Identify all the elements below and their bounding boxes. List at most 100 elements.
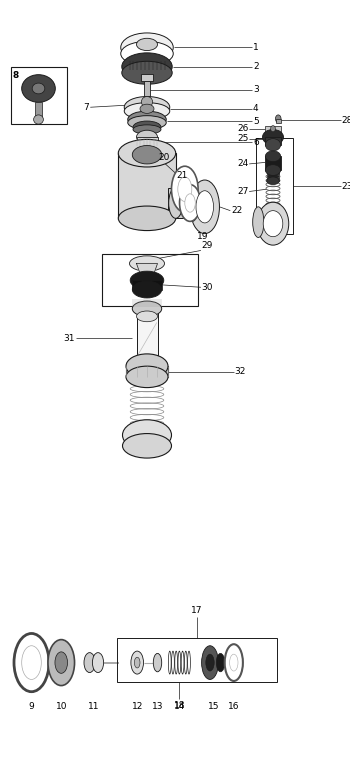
Ellipse shape [136, 356, 158, 367]
Text: 1: 1 [253, 43, 259, 52]
Ellipse shape [141, 97, 153, 107]
Ellipse shape [275, 115, 281, 123]
Text: 16: 16 [228, 702, 239, 712]
Ellipse shape [153, 653, 162, 672]
Text: 4: 4 [253, 104, 259, 113]
Ellipse shape [92, 653, 104, 673]
Ellipse shape [186, 185, 199, 221]
Bar [35, 102, 42, 119]
Text: 20: 20 [159, 153, 170, 162]
Text: 27: 27 [237, 187, 248, 196]
Ellipse shape [263, 211, 283, 237]
Text: 23: 23 [341, 182, 350, 191]
Ellipse shape [55, 652, 68, 673]
Text: 29: 29 [201, 241, 212, 250]
Bar [132, 280, 162, 290]
Ellipse shape [121, 33, 173, 62]
Ellipse shape [133, 121, 161, 133]
Ellipse shape [126, 366, 168, 388]
Bar [265, 126, 281, 132]
Ellipse shape [122, 53, 172, 80]
Ellipse shape [136, 141, 158, 153]
Ellipse shape [257, 202, 289, 245]
Ellipse shape [202, 646, 218, 679]
Ellipse shape [271, 126, 275, 132]
Text: 22: 22 [231, 206, 242, 215]
Ellipse shape [128, 116, 166, 129]
Text: 17: 17 [191, 606, 203, 615]
Ellipse shape [126, 354, 168, 378]
Ellipse shape [140, 104, 154, 113]
Ellipse shape [133, 125, 161, 134]
Text: 32: 32 [234, 367, 246, 376]
Text: 5: 5 [253, 116, 259, 126]
Text: 18: 18 [174, 701, 185, 710]
Text: 13: 13 [152, 702, 163, 712]
Text: 10: 10 [56, 702, 67, 712]
Bar [276, 119, 281, 123]
Bar [168, 188, 183, 218]
Ellipse shape [190, 180, 219, 234]
Ellipse shape [172, 166, 198, 212]
Text: 25: 25 [237, 134, 248, 143]
Text: 26: 26 [237, 124, 248, 133]
Ellipse shape [121, 41, 173, 66]
Polygon shape [136, 264, 158, 283]
Ellipse shape [124, 103, 170, 119]
Ellipse shape [48, 640, 75, 686]
Bar [126, 366, 168, 377]
Ellipse shape [131, 651, 144, 674]
Ellipse shape [122, 61, 172, 84]
Ellipse shape [230, 654, 238, 671]
Bar [256, 138, 293, 234]
Ellipse shape [118, 206, 176, 231]
Text: 6: 6 [253, 138, 259, 147]
Text: 24: 24 [237, 159, 248, 169]
Ellipse shape [206, 654, 214, 671]
Bar [102, 254, 198, 306]
Bar [265, 137, 281, 145]
Ellipse shape [132, 301, 162, 316]
Text: 8: 8 [13, 71, 19, 80]
Ellipse shape [216, 653, 225, 672]
Text: 3: 3 [253, 85, 259, 94]
Ellipse shape [122, 434, 172, 458]
Ellipse shape [130, 256, 164, 271]
Ellipse shape [134, 657, 140, 668]
Ellipse shape [185, 194, 195, 212]
Ellipse shape [136, 38, 158, 51]
Text: 30: 30 [201, 283, 213, 292]
Ellipse shape [225, 644, 243, 681]
Ellipse shape [267, 177, 279, 185]
Ellipse shape [118, 139, 176, 167]
Bar [10, 67, 66, 124]
Ellipse shape [132, 281, 162, 298]
Ellipse shape [124, 97, 170, 118]
Ellipse shape [122, 420, 172, 450]
Ellipse shape [265, 151, 281, 162]
Text: 31: 31 [64, 334, 75, 342]
Ellipse shape [178, 177, 192, 201]
Ellipse shape [265, 165, 281, 175]
Ellipse shape [180, 185, 201, 221]
Ellipse shape [262, 129, 284, 145]
Ellipse shape [130, 271, 164, 290]
Ellipse shape [22, 74, 55, 103]
Text: 19: 19 [197, 232, 209, 241]
Bar [136, 137, 158, 147]
Ellipse shape [136, 130, 158, 144]
Text: 14: 14 [174, 702, 185, 712]
Ellipse shape [22, 646, 41, 679]
Bar [136, 309, 158, 362]
Ellipse shape [14, 633, 49, 692]
Text: 12: 12 [132, 702, 143, 712]
Text: 28: 28 [341, 116, 350, 125]
Bar [118, 153, 176, 218]
Ellipse shape [253, 207, 264, 237]
Ellipse shape [132, 360, 162, 375]
Text: 7: 7 [84, 103, 89, 112]
Ellipse shape [32, 83, 45, 94]
Text: 21: 21 [176, 171, 188, 180]
Ellipse shape [169, 188, 183, 218]
Text: 15: 15 [209, 702, 220, 712]
